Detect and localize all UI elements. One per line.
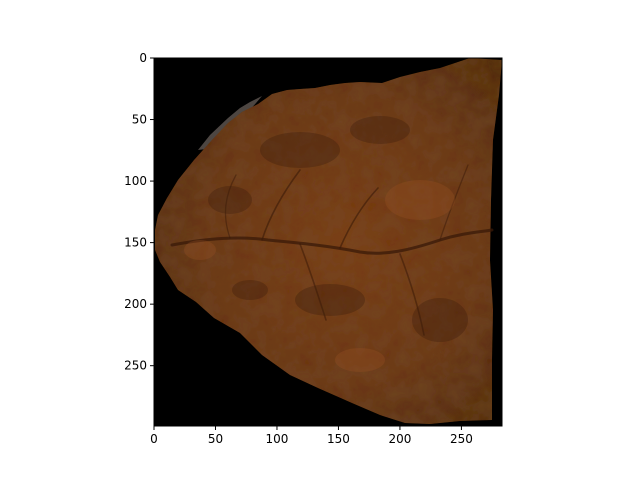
x-tick-label: 0 (150, 432, 158, 446)
leaf-fragment (155, 58, 502, 424)
image-area (154, 58, 502, 426)
y-axis: 0 50 100 150 200 250 (124, 51, 154, 373)
x-tick-label: 100 (266, 432, 289, 446)
axes-frame (153, 57, 503, 427)
x-tick-label: 250 (450, 432, 473, 446)
y-tick-label: 50 (132, 113, 147, 127)
y-tick-label: 200 (124, 297, 147, 311)
x-axis: 0 50 100 150 200 250 (150, 426, 473, 446)
y-tick-label: 100 (124, 174, 147, 188)
x-tick-label: 150 (327, 432, 350, 446)
y-tick-label: 150 (124, 236, 147, 250)
x-tick-label: 200 (388, 432, 411, 446)
y-tick-label: 0 (139, 51, 147, 65)
y-tick-label: 250 (124, 359, 147, 373)
leaf-light-patches (184, 180, 455, 372)
leaf-dark-patches (208, 116, 468, 342)
leaf-veins (170, 164, 494, 336)
x-tick-label: 50 (208, 432, 223, 446)
